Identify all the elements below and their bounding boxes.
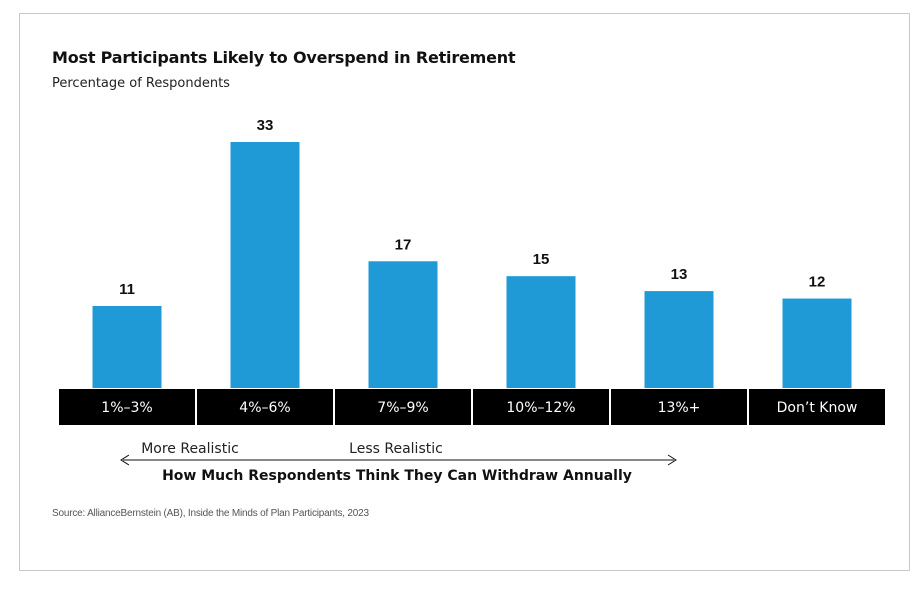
chart-subtitle: Percentage of Respondents — [52, 76, 230, 91]
category-cell — [611, 389, 747, 425]
annotation-more-realistic: More Realistic — [141, 441, 239, 457]
data-label: 12 — [809, 274, 826, 291]
data-label: 33 — [257, 117, 274, 134]
chart-title: Most Participants Likely to Overspend in… — [52, 48, 516, 67]
annotation-less-realistic: Less Realistic — [349, 441, 443, 457]
category-cell — [749, 389, 885, 425]
bar — [92, 306, 162, 388]
data-label: 17 — [395, 236, 412, 253]
bar — [644, 291, 714, 388]
x-tick-label: 10%–12% — [506, 400, 575, 416]
chart-frame — [19, 13, 910, 571]
x-tick-label: 1%–3% — [101, 400, 152, 416]
x-axis-label: How Much Respondents Think They Can With… — [162, 468, 632, 484]
x-tick-label: Don’t Know — [777, 400, 858, 416]
category-cell — [473, 389, 609, 425]
bar — [782, 298, 852, 388]
x-tick-label: 4%–6% — [239, 400, 290, 416]
bar — [506, 276, 576, 388]
category-cell — [335, 389, 471, 425]
bar — [368, 261, 438, 388]
bar — [230, 142, 300, 388]
category-cell — [59, 389, 195, 425]
data-label: 13 — [671, 266, 688, 283]
data-label: 11 — [119, 281, 135, 298]
x-tick-label: 7%–9% — [377, 400, 428, 416]
category-cell — [197, 389, 333, 425]
data-label: 15 — [533, 251, 550, 268]
arrow-left-head — [120, 454, 130, 466]
x-tick-label: 13%+ — [658, 400, 701, 416]
source-note: Source: AllianceBernstein (AB), Inside t… — [52, 508, 369, 519]
arrow-right-head — [667, 454, 677, 466]
